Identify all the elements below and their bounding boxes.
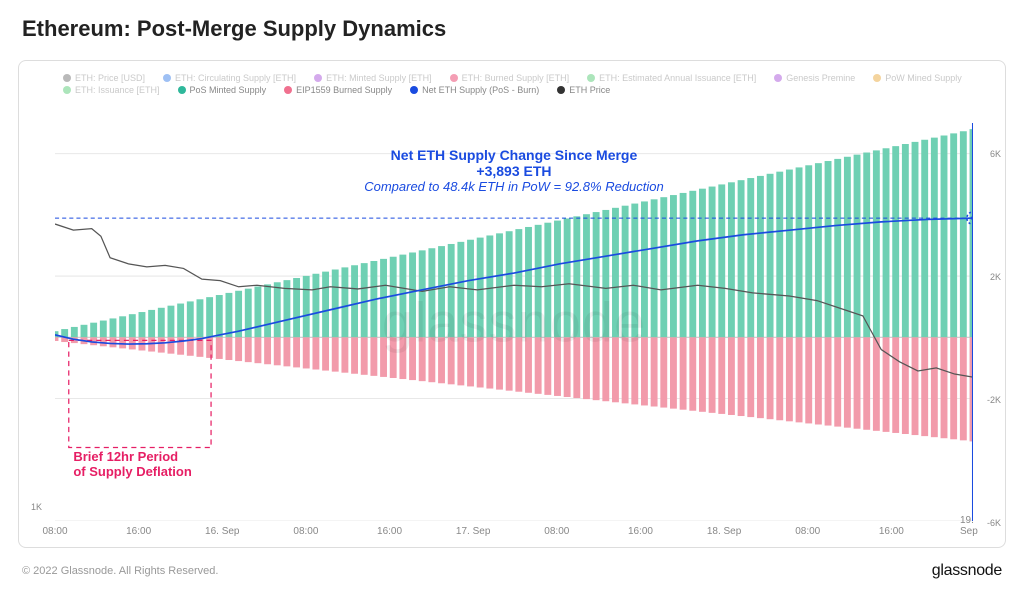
x-tick-label: 08:00 [42, 526, 67, 537]
legend-dot [178, 86, 186, 94]
y-left-label: 1K [31, 502, 42, 512]
legend-item: ETH: Circulating Supply [ETH] [163, 73, 296, 83]
footer: © 2022 Glassnode. All Rights Reserved. g… [22, 562, 1002, 580]
legend-item: Genesis Premine [774, 73, 855, 83]
legend-item: EIP1559 Burned Supply [284, 85, 392, 95]
legend-dot [774, 74, 782, 82]
legend-item: PoS Minted Supply [178, 85, 267, 95]
legend-dot [873, 74, 881, 82]
x-tick-label: 08:00 [795, 526, 820, 537]
x-tick-label: 19. Sep [960, 515, 990, 537]
legend-label: ETH: Burned Supply [ETH] [462, 73, 570, 83]
x-tick-label: 16:00 [377, 526, 402, 537]
legend-dot [63, 86, 71, 94]
legend-label: ETH: Issuance [ETH] [75, 85, 160, 95]
legend-dot [587, 74, 595, 82]
legend-dot [284, 86, 292, 94]
legend-label: ETH: Estimated Annual Issuance [ETH] [599, 73, 756, 83]
brand-logo: glassnode [932, 562, 1002, 580]
legend-dot [314, 74, 322, 82]
chart-container: ETH: Price [USD] ETH: Circulating Supply … [18, 60, 1006, 548]
legend-label: PoS Minted Supply [190, 85, 267, 95]
legend-label: ETH: Price [USD] [75, 73, 145, 83]
legend-item: ETH: Burned Supply [ETH] [450, 73, 570, 83]
chart-svg [55, 123, 973, 521]
x-tick-label: 16:00 [879, 526, 904, 537]
legend-item: ETH: Price [USD] [63, 73, 145, 83]
x-tick-label: 16. Sep [205, 526, 239, 537]
legend-label: Genesis Premine [786, 73, 855, 83]
legend-label: ETH Price [569, 85, 610, 95]
legend: ETH: Price [USD] ETH: Circulating Supply … [19, 69, 1005, 101]
legend-dot [450, 74, 458, 82]
legend-dot [63, 74, 71, 82]
page-title: Ethereum: Post-Merge Supply Dynamics [0, 0, 1024, 50]
legend-item: Net ETH Supply (PoS - Burn) [410, 85, 539, 95]
legend-item: ETH: Minted Supply [ETH] [314, 73, 432, 83]
x-tick-label: 16:00 [628, 526, 653, 537]
legend-dot [163, 74, 171, 82]
x-tick-label: 18. Sep [707, 526, 741, 537]
legend-dot [410, 86, 418, 94]
x-tick-label: 08:00 [544, 526, 569, 537]
x-tick-label: 08:00 [293, 526, 318, 537]
legend-item: PoW Mined Supply [873, 73, 962, 83]
y-tick-label: -2K [987, 395, 1001, 405]
x-tick-label: 17. Sep [456, 526, 490, 537]
legend-item: ETH Price [557, 85, 610, 95]
copyright: © 2022 Glassnode. All Rights Reserved. [22, 565, 218, 577]
plot-area: glassnode Net ETH Supply Change Since Me… [55, 123, 973, 521]
y-tick-label: 2K [990, 272, 1001, 282]
legend-item: ETH: Issuance [ETH] [63, 85, 160, 95]
legend-label: EIP1559 Burned Supply [296, 85, 392, 95]
y-tick-label: 6K [990, 149, 1001, 159]
legend-label: ETH: Circulating Supply [ETH] [175, 73, 296, 83]
legend-item: ETH: Estimated Annual Issuance [ETH] [587, 73, 756, 83]
legend-dot [557, 86, 565, 94]
legend-label: ETH: Minted Supply [ETH] [326, 73, 432, 83]
legend-label: Net ETH Supply (PoS - Burn) [422, 85, 539, 95]
x-tick-label: 16:00 [126, 526, 151, 537]
legend-label: PoW Mined Supply [885, 73, 962, 83]
